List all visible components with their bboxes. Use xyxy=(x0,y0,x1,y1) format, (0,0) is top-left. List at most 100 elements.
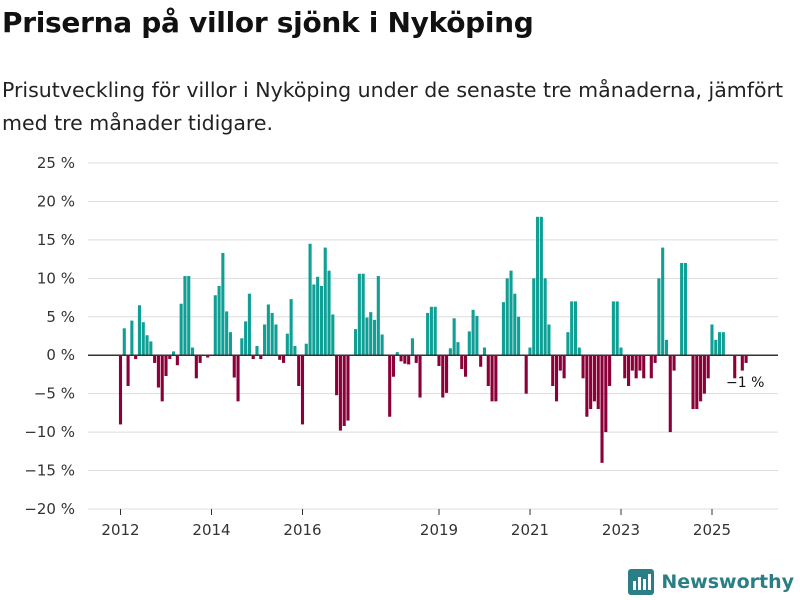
bar xyxy=(380,334,384,356)
bar xyxy=(164,355,168,376)
bar xyxy=(672,355,676,371)
x-tick-label: 2012 xyxy=(101,521,139,539)
bar xyxy=(630,355,634,371)
bar xyxy=(399,355,403,362)
bar xyxy=(683,262,687,356)
bar xyxy=(316,276,320,356)
bar xyxy=(126,355,130,386)
bar xyxy=(718,332,722,356)
bar xyxy=(130,320,134,356)
x-tick-label: 2023 xyxy=(602,521,640,539)
bar xyxy=(608,355,612,386)
bar xyxy=(156,355,160,388)
bar xyxy=(554,355,559,402)
bar xyxy=(338,355,342,431)
bar xyxy=(365,317,369,356)
bar xyxy=(331,314,335,356)
bar xyxy=(323,247,327,356)
bar xyxy=(357,273,361,356)
bar xyxy=(354,329,358,356)
bar xyxy=(228,332,232,356)
bar xyxy=(433,306,437,356)
bar xyxy=(369,312,373,356)
bar xyxy=(604,355,608,433)
y-tick-label: 0 % xyxy=(46,346,75,364)
bar xyxy=(388,355,392,417)
bar xyxy=(194,355,198,379)
bar xyxy=(225,311,229,356)
y-tick-label: 5 % xyxy=(46,308,75,326)
bar xyxy=(653,355,657,363)
bar xyxy=(721,332,725,356)
bar xyxy=(551,355,555,386)
bar xyxy=(539,216,543,356)
bar xyxy=(270,312,274,356)
bar xyxy=(702,355,706,394)
bar xyxy=(517,316,521,356)
bar xyxy=(342,355,346,426)
bar xyxy=(217,286,221,356)
y-tick-label: −5 % xyxy=(34,385,75,403)
bar xyxy=(611,301,615,356)
bar xyxy=(524,355,528,394)
bar xyxy=(486,355,490,386)
bar xyxy=(547,324,551,356)
bar xyxy=(699,355,703,402)
bar xyxy=(304,343,308,356)
bar xyxy=(221,252,225,356)
bar xyxy=(251,355,255,360)
bar xyxy=(448,348,452,356)
bar xyxy=(391,355,396,377)
y-tick-label: −20 % xyxy=(24,500,75,518)
bar xyxy=(706,355,710,379)
bar xyxy=(172,351,176,356)
bar xyxy=(573,301,578,356)
y-tick-label: −15 % xyxy=(24,462,75,480)
bar xyxy=(528,347,532,356)
x-tick-label: 2021 xyxy=(511,521,549,539)
chart-subtitle: Prisutveckling för villor i Nyköping und… xyxy=(2,78,783,135)
bar xyxy=(145,335,149,356)
x-tick-label: 2016 xyxy=(283,521,321,539)
bar xyxy=(308,243,312,356)
bar xyxy=(361,273,365,356)
bar xyxy=(505,278,509,356)
bar xyxy=(482,347,487,356)
bar xyxy=(471,309,475,356)
bar xyxy=(410,338,414,356)
bar xyxy=(714,339,718,356)
bar xyxy=(259,355,263,360)
bar xyxy=(190,347,195,356)
bar xyxy=(372,319,377,356)
bar xyxy=(319,286,323,356)
bar xyxy=(407,355,411,365)
bar xyxy=(278,355,282,360)
bar xyxy=(198,355,202,363)
bar xyxy=(187,276,191,356)
bar xyxy=(532,278,536,356)
bar xyxy=(137,305,142,356)
bar xyxy=(266,304,270,356)
bar xyxy=(134,355,138,360)
bar xyxy=(600,355,604,463)
y-tick-label: 10 % xyxy=(37,269,75,287)
bar xyxy=(300,355,305,425)
bar xyxy=(570,301,574,356)
bar xyxy=(638,355,642,371)
y-tick-label: 15 % xyxy=(37,231,75,249)
y-axis-ticks: 25 % 20 % 15 % 10 % 5 % 0 % −5 % −10 % −15 % −20 … xyxy=(24,154,75,518)
bar xyxy=(437,355,441,366)
bar xyxy=(562,355,566,379)
bar xyxy=(668,355,672,433)
bar xyxy=(327,270,331,356)
newsworthy-logo-icon xyxy=(628,569,655,595)
bar xyxy=(543,278,547,356)
bar xyxy=(467,331,471,356)
bar xyxy=(513,293,517,356)
bar xyxy=(589,355,593,410)
chart-title: Priserna på villor sjönk i Nyköping xyxy=(2,6,534,39)
bar xyxy=(118,355,123,425)
bar xyxy=(649,355,653,379)
bar xyxy=(695,355,699,410)
annotations: −1 % xyxy=(726,375,764,391)
